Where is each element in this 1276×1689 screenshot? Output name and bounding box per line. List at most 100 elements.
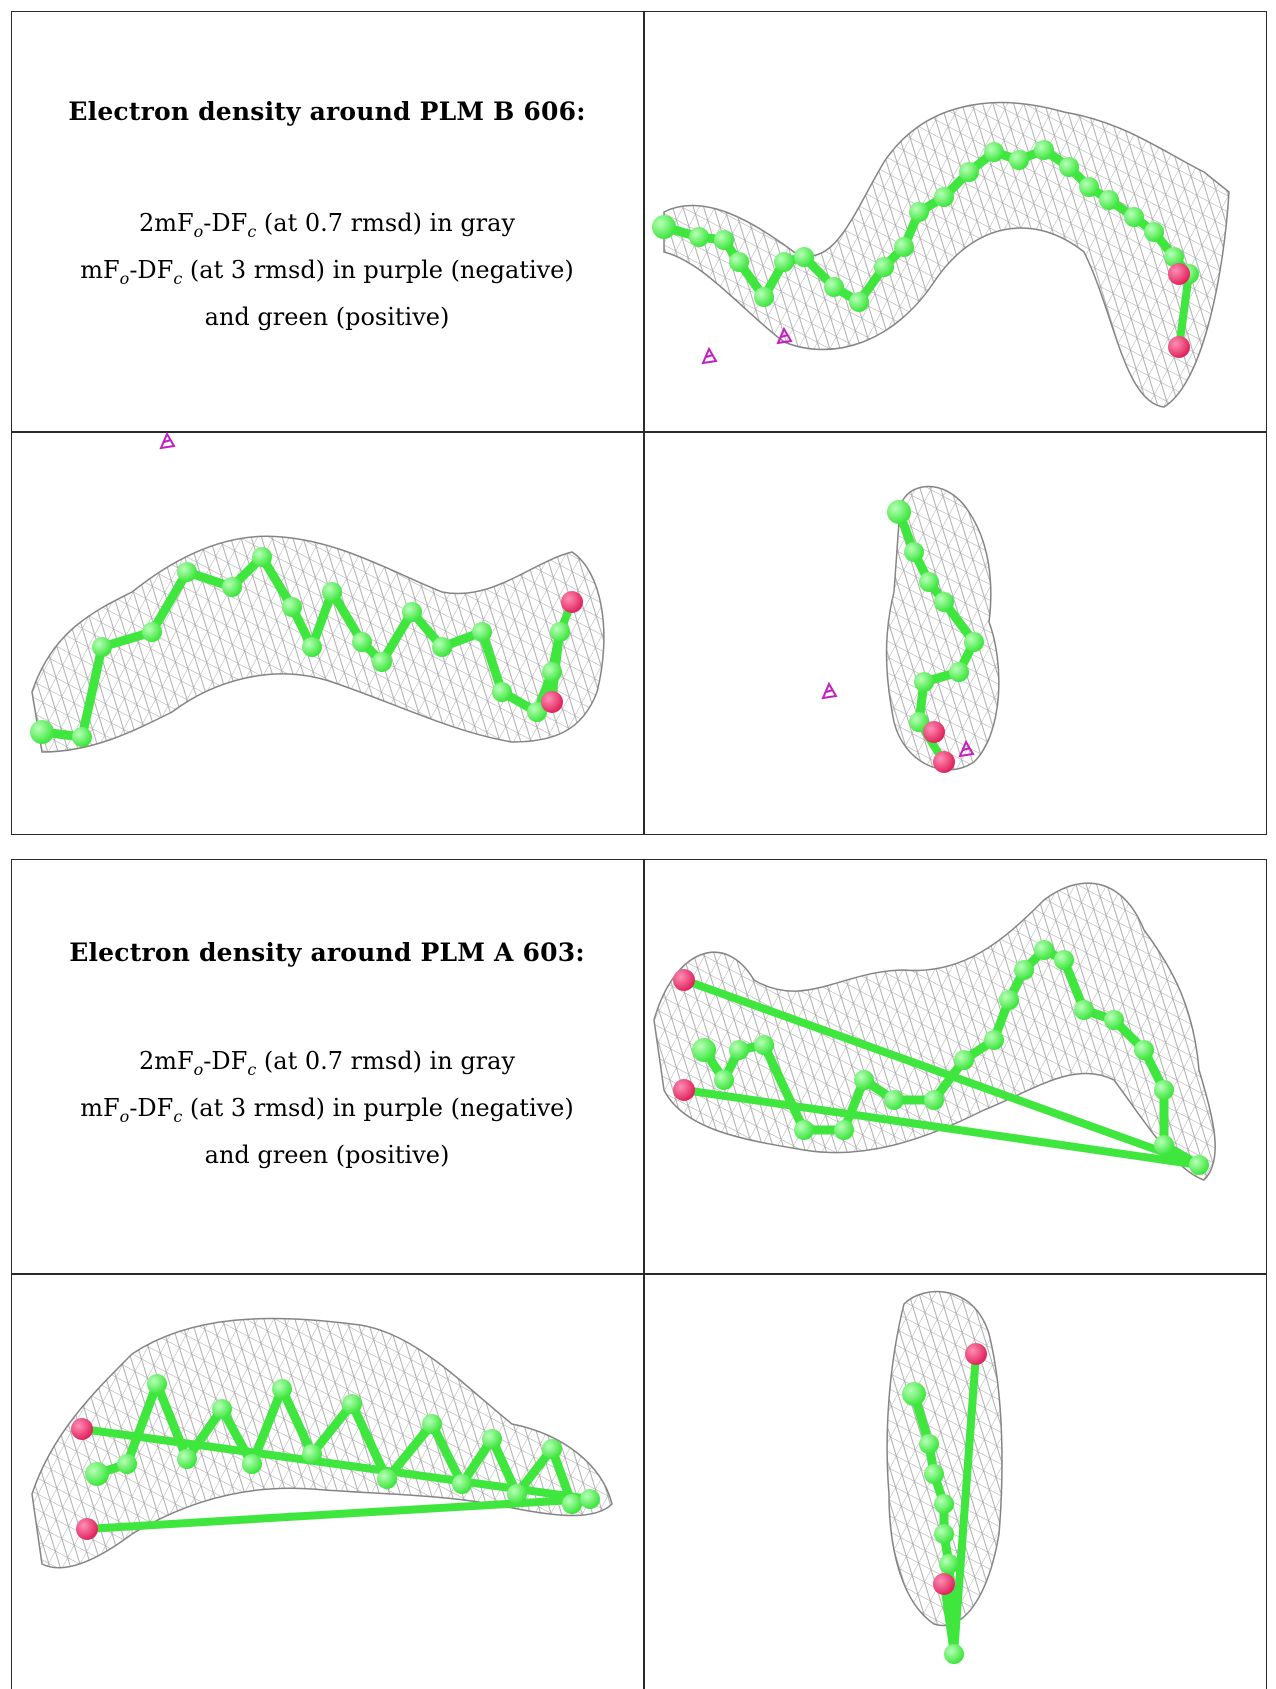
carbon-atom	[729, 1040, 749, 1060]
carbon-atom	[322, 582, 342, 602]
bond-stick	[950, 1350, 980, 1658]
carbon-atom	[914, 672, 934, 692]
vertical-divider	[643, 860, 645, 1689]
carbon-atom	[562, 1494, 582, 1514]
carbon-atom	[252, 547, 272, 567]
oxygen-atom	[933, 1573, 955, 1595]
carbon-atom	[1154, 1135, 1174, 1155]
bond-stick	[83, 1495, 594, 1533]
ligand-density-render	[31, 1317, 613, 1569]
carbon-atom	[884, 1090, 904, 1110]
carbon-atom	[874, 257, 894, 277]
carbon-atom	[1054, 950, 1074, 970]
carbon-atom	[117, 1454, 137, 1474]
carbon-atom	[692, 1038, 716, 1062]
carbon-atom	[924, 1090, 944, 1110]
caption-cell: Electron density around PLM B 606: 2mFo-…	[12, 12, 643, 431]
carbon-atom	[909, 202, 929, 222]
bond-stick	[1175, 270, 1193, 351]
map-color-line: and green (positive)	[204, 302, 450, 331]
horizontal-divider	[12, 431, 1266, 433]
bond-stick	[277, 1384, 317, 1459]
carbon-atom	[887, 500, 911, 524]
carbon-atom	[482, 1429, 502, 1449]
density-mesh	[663, 101, 1230, 408]
carbon-atom	[1144, 222, 1164, 242]
carbon-atom	[984, 1030, 1004, 1050]
carbon-atom	[794, 1120, 814, 1140]
oxygen-atom	[541, 691, 563, 713]
carbon-atom	[894, 237, 914, 257]
figure-panel-plm-a-603: Electron density around PLM A 603: 2mFo-…	[11, 859, 1267, 1689]
carbon-atom	[542, 1439, 562, 1459]
carbon-atom	[689, 227, 709, 247]
ligand-density-render	[30, 432, 605, 753]
oxygen-atom	[1168, 263, 1190, 285]
bond-stick	[147, 567, 192, 637]
negative-density-blob	[159, 432, 176, 450]
carbon-atom	[1079, 177, 1099, 197]
carbon-atom	[1034, 940, 1054, 960]
panel-title: Electron density around PLM A 603:	[69, 938, 585, 967]
vertical-divider	[643, 12, 645, 834]
map-2fofc-line: 2mFo-DFc (at 0.7 rmsd) in gray	[138, 1047, 516, 1079]
carbon-atom	[949, 662, 969, 682]
carbon-atom	[959, 162, 979, 182]
bond-stick	[77, 642, 107, 742]
carbon-atom	[1074, 1000, 1094, 1020]
carbon-atom	[729, 252, 749, 272]
carbon-atom	[142, 622, 162, 642]
carbon-atom	[1009, 150, 1029, 170]
negative-density-blob	[958, 739, 975, 758]
carbon-atom	[472, 622, 492, 642]
bond-stick	[680, 976, 1203, 1169]
bond-stick	[427, 1419, 467, 1489]
ligand-density-render	[886, 1290, 1003, 1664]
negative-density-blob	[821, 681, 838, 700]
carbon-atom	[377, 1469, 397, 1489]
ligand-density-render	[653, 882, 1216, 1181]
carbon-atom	[1154, 1080, 1174, 1100]
carbon-atom	[72, 727, 92, 747]
carbon-atom	[939, 1554, 959, 1574]
bond-stick	[759, 1040, 809, 1135]
carbon-atom	[580, 1489, 600, 1509]
carbon-atom	[542, 662, 562, 682]
bond-stick	[78, 1425, 594, 1503]
carbon-atom	[934, 1494, 954, 1514]
oxygen-atom	[673, 969, 695, 991]
carbon-atom	[222, 577, 242, 597]
carbon-atom	[492, 682, 512, 702]
carbon-atom	[1104, 1010, 1124, 1030]
density-image-end-view	[644, 1274, 1266, 1689]
carbon-atom	[854, 1070, 874, 1090]
carbon-atom	[964, 632, 984, 652]
carbon-atom	[834, 1120, 854, 1140]
carbon-atom	[849, 292, 869, 312]
carbon-atom	[527, 702, 547, 722]
carbon-atom	[944, 1644, 964, 1664]
carbon-atom	[550, 622, 570, 642]
density-image-side-view	[644, 12, 1266, 431]
carbon-atom	[934, 1524, 954, 1544]
bond-stick	[680, 1086, 1203, 1169]
carbon-atom	[904, 542, 924, 562]
carbon-atom	[507, 1484, 527, 1504]
oxygen-atom	[933, 751, 955, 773]
carbon-atom	[984, 142, 1004, 162]
carbon-atom	[242, 1454, 262, 1474]
carbon-atom	[85, 1462, 109, 1486]
carbon-atom	[1134, 1040, 1154, 1060]
carbon-atom	[934, 187, 954, 207]
panel-description: 2mFo-DFc (at 0.7 rmsd) in gray mFo-DFc (…	[12, 1042, 642, 1174]
figure-panel-plm-b-606: Electron density around PLM B 606: 2mFo-…	[11, 11, 1267, 835]
density-image-side-view	[644, 860, 1266, 1273]
carbon-atom	[774, 252, 794, 272]
density-image-front-view	[12, 432, 643, 834]
bond-stick	[940, 1580, 958, 1658]
bond-stick	[477, 627, 507, 697]
carbon-atom	[924, 1464, 944, 1484]
carbon-atom	[342, 1394, 362, 1414]
carbon-atom	[1189, 1155, 1209, 1175]
carbon-atom	[302, 1444, 322, 1464]
